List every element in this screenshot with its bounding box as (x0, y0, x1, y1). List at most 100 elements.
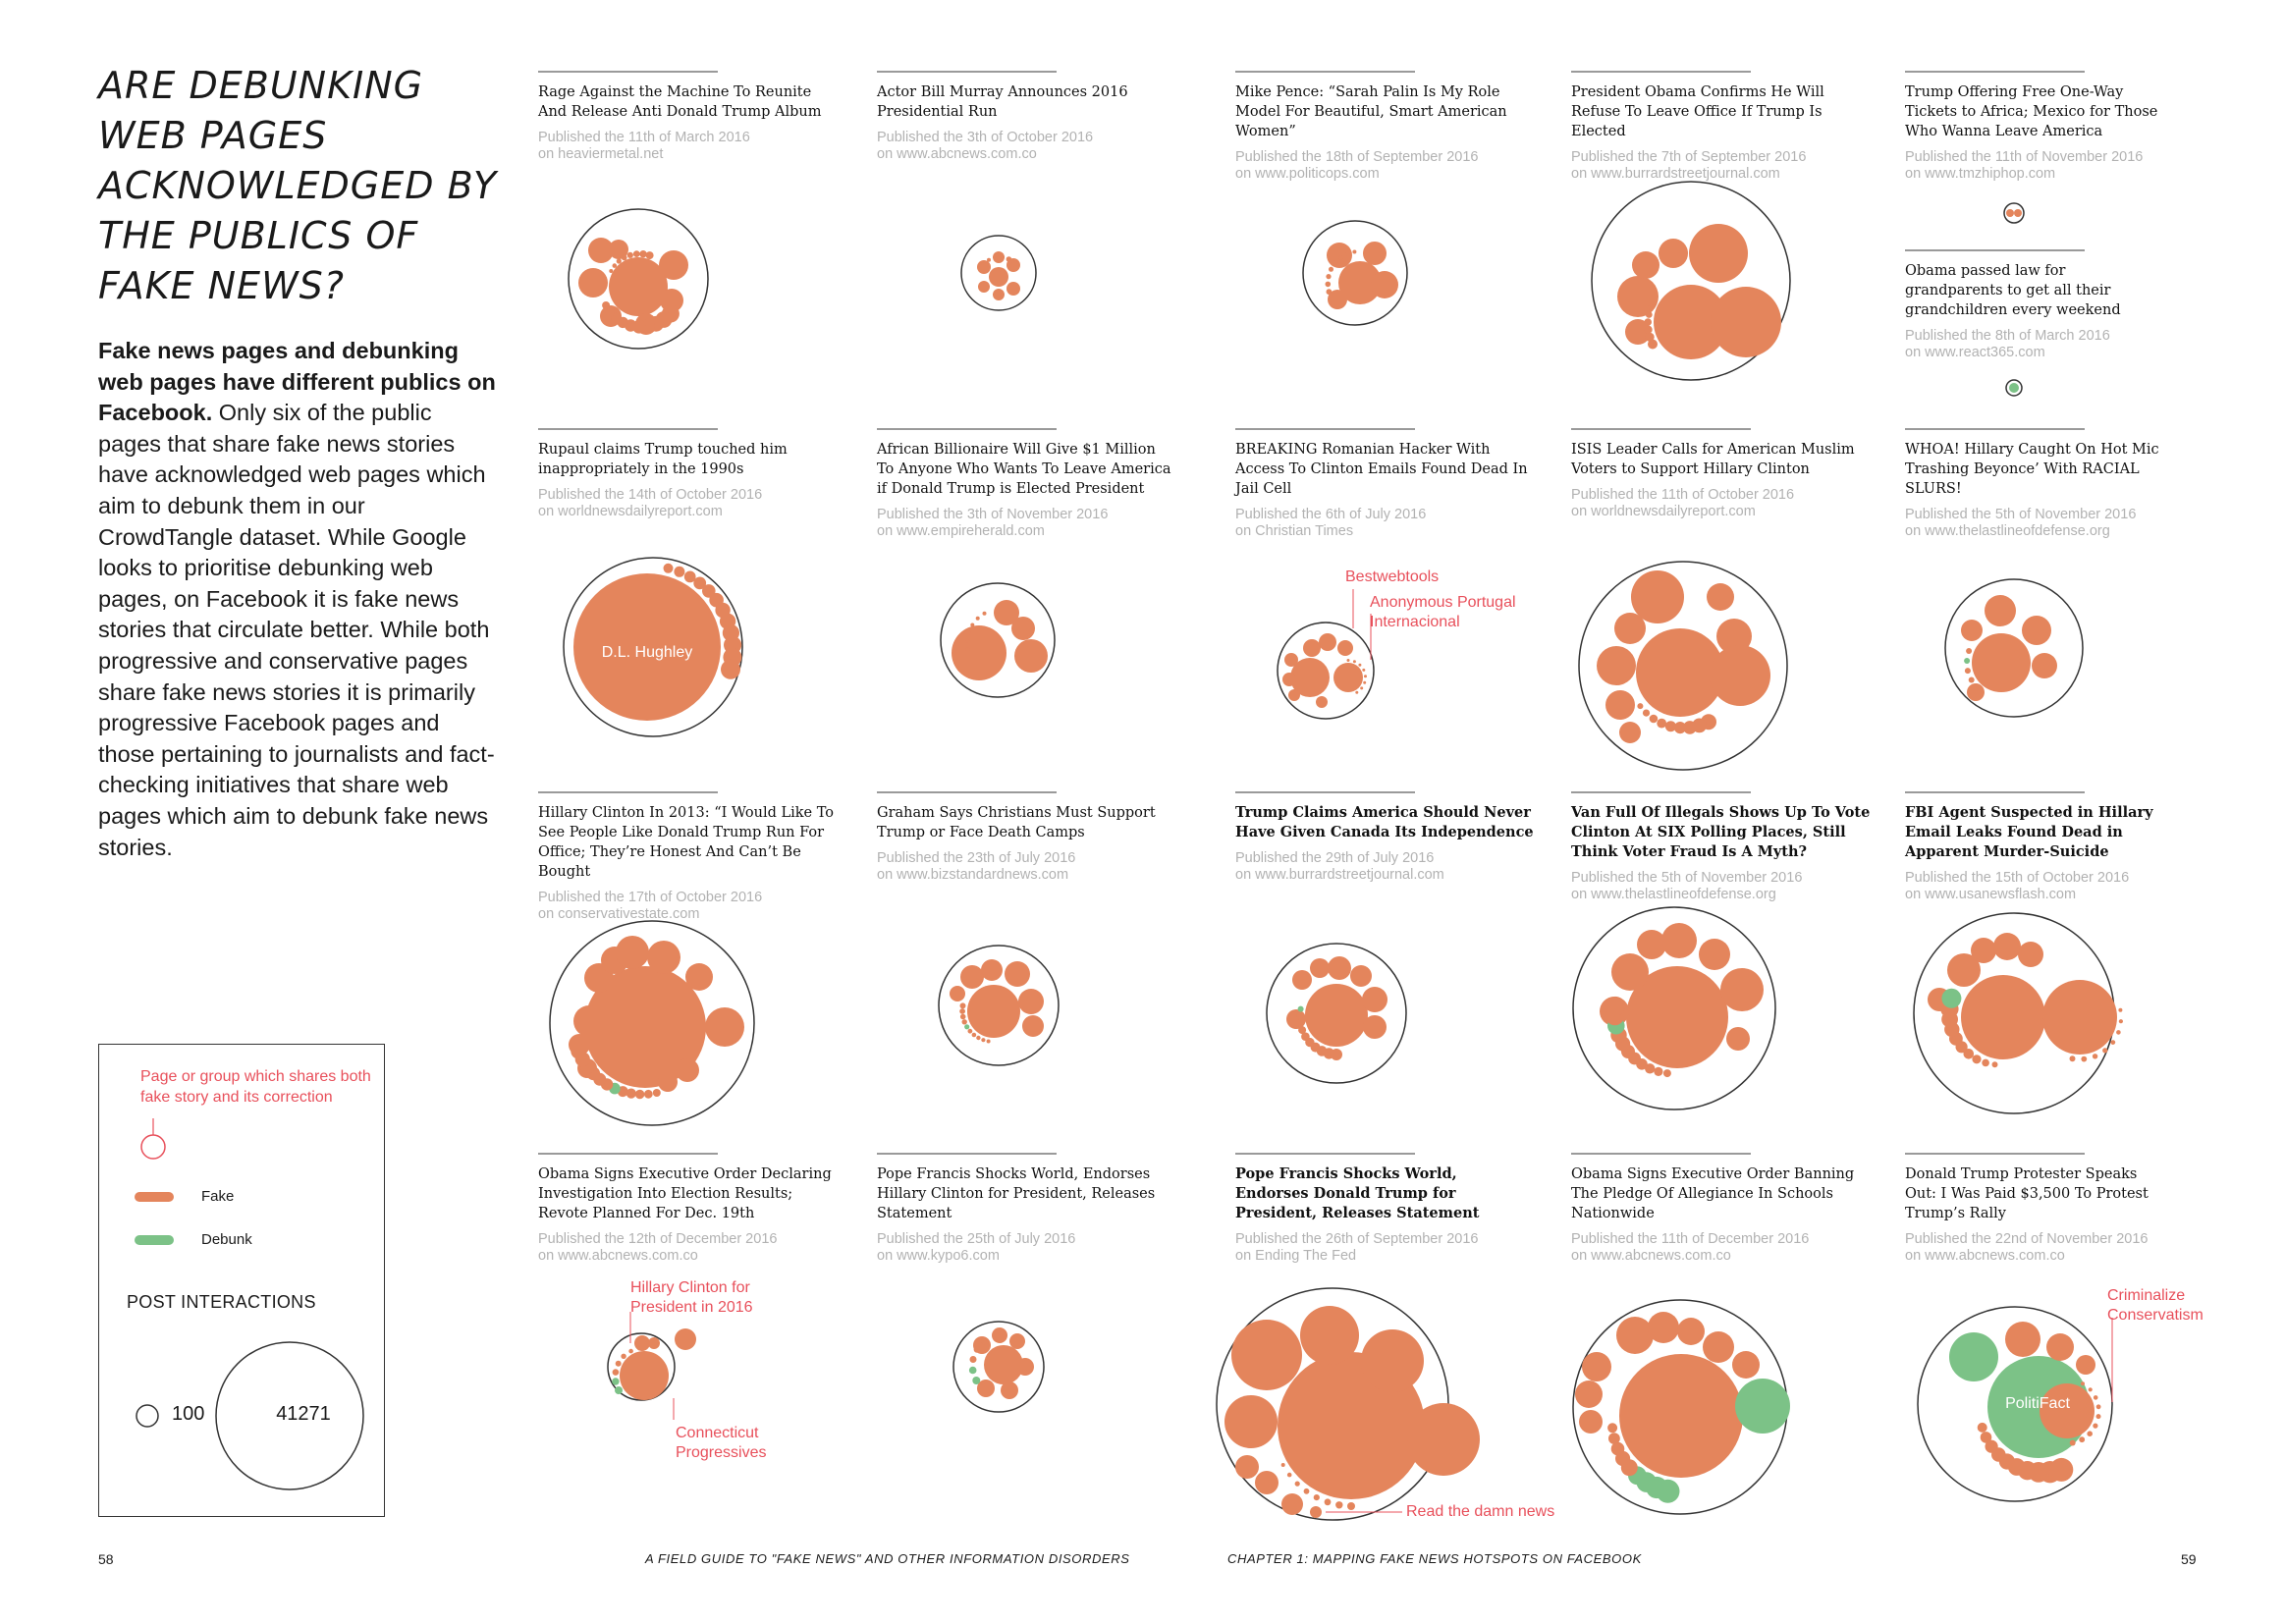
story-card: African Billionaire Will Give $1 Million… (877, 428, 1176, 540)
fake-bubble (1011, 260, 1018, 267)
fake-bubble (1362, 987, 1387, 1012)
fake-bubble (573, 1005, 605, 1037)
legend-large-value: 41271 (276, 1403, 331, 1425)
fake-bubble (1333, 663, 1363, 692)
cluster-outline (568, 208, 709, 350)
fake-bubble (952, 625, 1006, 680)
fake-bubble (1347, 1502, 1355, 1510)
debunk-bubble (1735, 1379, 1790, 1434)
debunk-bubble (1297, 1005, 1304, 1012)
story-rule (1571, 1153, 1751, 1155)
fake-bubble (1993, 933, 2021, 960)
legend-debunk-label: Debunk (201, 1231, 252, 1248)
story-site: on www.abcnews.com.co (1905, 1248, 2065, 1264)
fake-bubble (1614, 613, 1646, 644)
story-card: Obama Signs Executive Order Banning The … (1571, 1153, 1871, 1265)
fake-bubble (2042, 980, 2117, 1055)
fake-bubble (1280, 1463, 1285, 1467)
fake-bubble (975, 616, 980, 621)
story-card: Rupaul claims Trump touched him inapprop… (538, 428, 838, 520)
fake-bubble (648, 1337, 660, 1349)
debunk-bubble (1964, 658, 1971, 664)
story-published: Published the 23th of July 2016 (877, 850, 1076, 866)
fake-bubble (959, 1008, 965, 1014)
story-published: Published the 11th of November 2016 (1905, 149, 2144, 165)
criminalize-annotation: Criminalize Conservatism (2107, 1287, 2203, 1324)
fake-bubble (2093, 1395, 2098, 1400)
fake-bubble (1654, 285, 1728, 359)
fake-bubble (1326, 289, 1333, 296)
fake-bubble (1607, 1423, 1618, 1434)
fake-bubble (1335, 1501, 1343, 1509)
fake-bubble (1300, 1306, 1359, 1365)
fake-bubble (1642, 709, 1651, 717)
fake-bubble (1316, 696, 1328, 708)
debunk-bubble (1941, 988, 1962, 1008)
fake-bubble (1011, 617, 1035, 640)
fake-bubble (588, 238, 614, 263)
fake-bubble (1345, 251, 1350, 256)
fake-bubble (611, 312, 622, 323)
story-site: on www.abcnews.com.co (1571, 1248, 1731, 1264)
story-published: Published the 11th of March 2016 (538, 130, 750, 145)
story-published: Published the 6th of July 2016 (1235, 507, 1427, 522)
story-headline: FBI Agent Suspected in Hillary Email Lea… (1905, 804, 2153, 860)
debunk-bubble (964, 1024, 970, 1030)
fake-bubble (1014, 639, 1048, 673)
fake-bubble (659, 250, 688, 280)
intro-text: Fake news pages and debunking web pages … (98, 336, 499, 863)
fake-bubble (1649, 714, 1659, 724)
fake-bubble (1689, 224, 1748, 283)
cluster-outline (960, 235, 1037, 311)
story-rule (877, 71, 1057, 73)
cluster-outline (1917, 1306, 2113, 1502)
fake-bubble (676, 1058, 699, 1082)
fake-bubble (1673, 722, 1687, 734)
story-rule (1235, 71, 1415, 73)
fake-bubble (702, 584, 716, 598)
fake-bubble (1255, 1471, 1279, 1494)
fake-bubble (984, 1345, 1023, 1384)
story-headline: Rupaul claims Trump touched him inapprop… (538, 442, 788, 477)
fake-bubble (1611, 953, 1649, 991)
story-published: Published the 3th of November 2016 (877, 507, 1109, 522)
fake-bubble (612, 263, 618, 268)
fake-bubble (2022, 616, 2051, 645)
fake-bubble (1608, 1433, 1620, 1444)
story-card: Donald Trump Protester Speaks Out: I Was… (1905, 1153, 2160, 1265)
legend-debunk-swatch (135, 1235, 174, 1245)
fake-bubble (1329, 296, 1335, 302)
fake-bubble (639, 250, 647, 258)
story-rule (1905, 1153, 2085, 1155)
fake-bubble (2018, 942, 2043, 967)
fake-bubble (1616, 1317, 1654, 1354)
fake-bubble (1636, 628, 1724, 717)
story-rule (1235, 791, 1415, 793)
fake-bubble (1355, 690, 1359, 694)
intro-body: Only six of the public pages that share … (98, 400, 495, 860)
fake-bubble (1361, 1329, 1424, 1392)
fake-bubble (1328, 956, 1351, 980)
story-headline: Rage Against the Machine To Reunite And … (538, 84, 822, 120)
fake-bubble (965, 647, 970, 652)
fake-bubble (1333, 260, 1338, 266)
fake-bubble (616, 258, 622, 264)
debunk-bubble (612, 1378, 620, 1385)
fake-bubble (2110, 1040, 2116, 1045)
story-site: on www.burrardstreetjournal.com (1235, 867, 1444, 883)
story-card: ISIS Leader Calls for American Muslim Vo… (1571, 428, 1871, 520)
legend-small-circle (136, 1404, 159, 1428)
hillary-2016-annotation: Hillary Clinton for President in 2016 (630, 1279, 753, 1316)
fake-bubble (1972, 1055, 1982, 1064)
story-card: Actor Bill Murray Announces 2016 Preside… (877, 71, 1176, 163)
fake-bubble (1711, 287, 1781, 357)
story-published: Published the 12th of December 2016 (538, 1231, 778, 1247)
fake-bubble (1637, 930, 1666, 959)
fake-bubble (993, 254, 998, 260)
story-site: on www.abcnews.com.co (538, 1248, 698, 1264)
fake-bubble (986, 1039, 991, 1044)
story-card: Obama Signs Executive Order Declaring In… (538, 1153, 838, 1265)
fake-bubble (989, 267, 1008, 287)
fake-bubble (1716, 619, 1752, 654)
fake-bubble (1360, 686, 1364, 690)
